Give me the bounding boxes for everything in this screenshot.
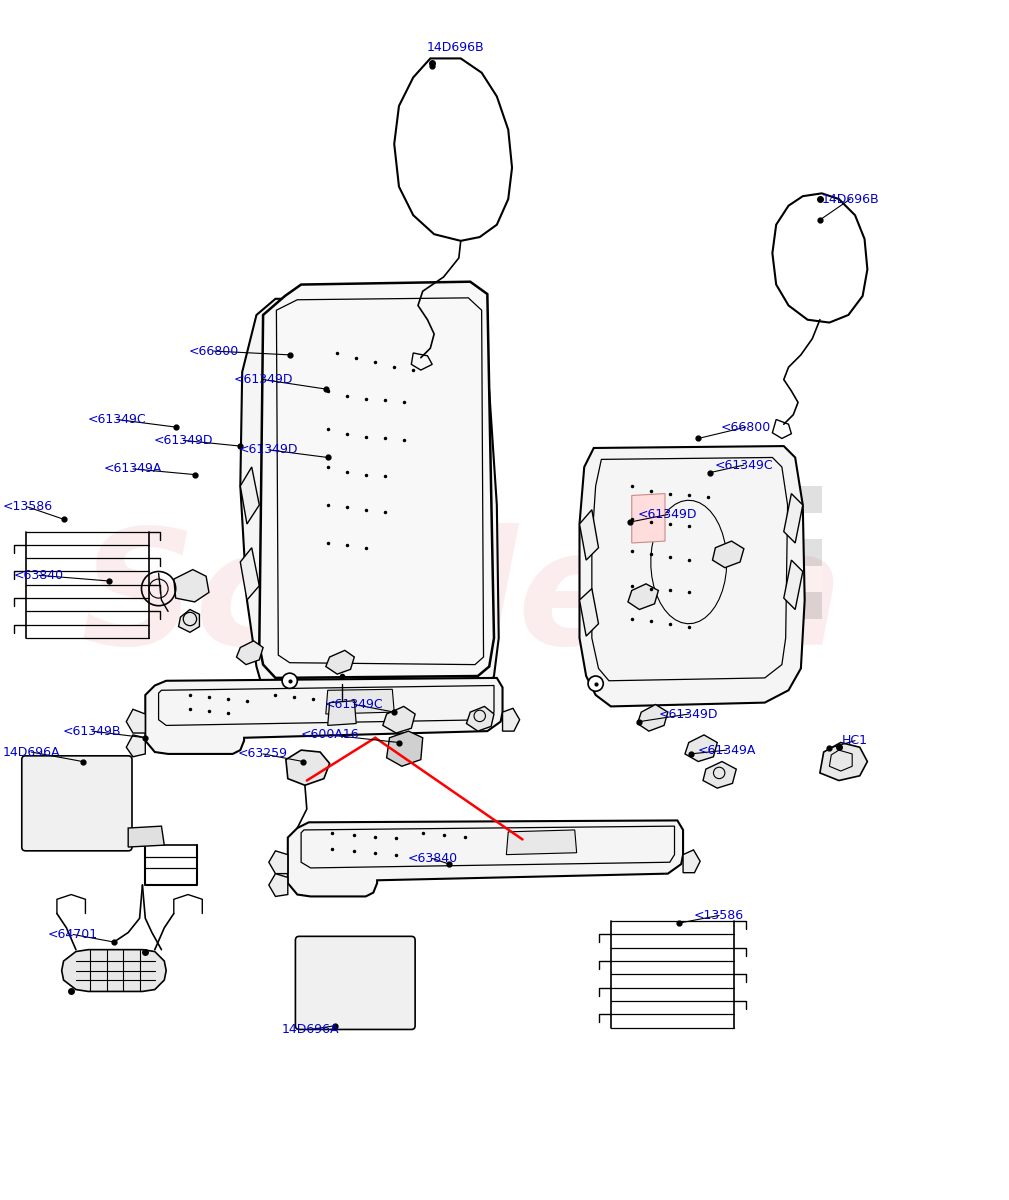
- Polygon shape: [628, 584, 658, 610]
- Polygon shape: [288, 821, 683, 896]
- Polygon shape: [326, 689, 395, 714]
- Polygon shape: [328, 701, 356, 726]
- Polygon shape: [236, 641, 263, 665]
- Bar: [689, 593, 715, 619]
- Text: <63259: <63259: [238, 748, 289, 761]
- Polygon shape: [145, 678, 502, 754]
- Polygon shape: [259, 282, 494, 678]
- Polygon shape: [632, 493, 665, 542]
- Bar: [795, 593, 821, 619]
- Polygon shape: [703, 762, 737, 788]
- Polygon shape: [62, 949, 166, 991]
- Bar: [769, 593, 795, 619]
- Bar: [795, 565, 821, 593]
- Bar: [715, 486, 742, 512]
- Polygon shape: [507, 830, 577, 854]
- Circle shape: [588, 676, 603, 691]
- Bar: [689, 565, 715, 593]
- Polygon shape: [685, 734, 717, 762]
- Polygon shape: [382, 707, 415, 733]
- Polygon shape: [342, 398, 380, 450]
- Text: <600A16: <600A16: [301, 728, 359, 742]
- Bar: [769, 565, 795, 593]
- FancyBboxPatch shape: [296, 936, 415, 1030]
- Polygon shape: [784, 493, 803, 542]
- Text: 14D696A: 14D696A: [282, 1022, 339, 1036]
- Bar: [742, 565, 769, 593]
- Bar: [795, 539, 821, 565]
- Polygon shape: [126, 709, 145, 733]
- Polygon shape: [466, 707, 494, 731]
- Bar: [715, 512, 742, 539]
- Text: <61349D: <61349D: [153, 434, 213, 446]
- Polygon shape: [331, 318, 415, 346]
- Bar: [795, 512, 821, 539]
- Text: <61349D: <61349D: [239, 443, 299, 456]
- Bar: [715, 565, 742, 593]
- Text: <61349C: <61349C: [88, 413, 146, 426]
- Bar: [742, 593, 769, 619]
- Text: <63840: <63840: [14, 569, 64, 582]
- Text: <13586: <13586: [694, 908, 745, 922]
- Bar: [715, 539, 742, 565]
- Text: <61349B: <61349B: [63, 725, 121, 738]
- Polygon shape: [174, 570, 209, 602]
- Text: <61349C: <61349C: [325, 698, 383, 712]
- Text: <61349A: <61349A: [697, 744, 756, 757]
- Text: 14D696B: 14D696B: [427, 41, 484, 54]
- Text: <64701: <64701: [48, 928, 98, 941]
- Polygon shape: [268, 874, 288, 896]
- Polygon shape: [784, 560, 803, 610]
- Polygon shape: [342, 503, 380, 554]
- Bar: [769, 486, 795, 512]
- Polygon shape: [502, 708, 520, 731]
- Text: <61349D: <61349D: [638, 508, 697, 521]
- Text: <66800: <66800: [720, 420, 771, 433]
- Polygon shape: [286, 750, 330, 785]
- Polygon shape: [240, 299, 498, 714]
- Polygon shape: [179, 610, 200, 632]
- Text: <63840: <63840: [408, 852, 457, 865]
- Polygon shape: [126, 734, 145, 757]
- Bar: [689, 486, 715, 512]
- FancyBboxPatch shape: [22, 756, 132, 851]
- Text: <61349A: <61349A: [104, 462, 162, 475]
- Text: <61349D: <61349D: [233, 373, 293, 386]
- Text: <66800: <66800: [189, 344, 239, 358]
- Circle shape: [283, 673, 298, 689]
- Polygon shape: [712, 541, 744, 568]
- Bar: [742, 512, 769, 539]
- Text: <61349C: <61349C: [714, 458, 773, 472]
- Bar: [795, 486, 821, 512]
- Text: HC1: HC1: [843, 734, 868, 748]
- Polygon shape: [820, 743, 868, 780]
- Bar: [769, 539, 795, 565]
- Bar: [742, 486, 769, 512]
- Polygon shape: [579, 588, 598, 636]
- Polygon shape: [326, 650, 354, 674]
- Polygon shape: [386, 731, 423, 767]
- Text: Scudella: Scudella: [81, 522, 845, 678]
- Text: 14D696B: 14D696B: [821, 192, 879, 205]
- Polygon shape: [579, 446, 805, 707]
- Polygon shape: [579, 510, 598, 560]
- Polygon shape: [268, 851, 288, 874]
- Text: <61349D: <61349D: [659, 708, 718, 720]
- Polygon shape: [128, 826, 164, 847]
- Bar: [769, 512, 795, 539]
- Bar: [689, 512, 715, 539]
- Polygon shape: [25, 760, 128, 847]
- Text: <13586: <13586: [2, 500, 52, 514]
- Bar: [742, 539, 769, 565]
- Polygon shape: [240, 547, 259, 600]
- Polygon shape: [683, 850, 700, 872]
- Bar: [689, 539, 715, 565]
- Polygon shape: [638, 704, 668, 731]
- Bar: [715, 593, 742, 619]
- Text: 14D696A: 14D696A: [2, 745, 60, 758]
- Polygon shape: [240, 467, 259, 524]
